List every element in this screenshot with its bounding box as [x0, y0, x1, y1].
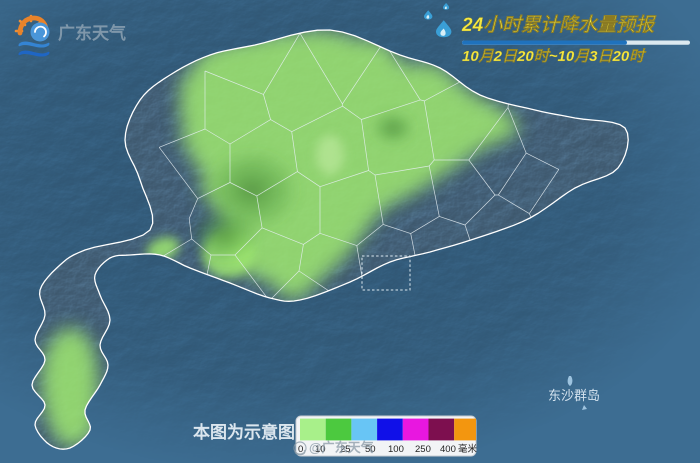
svg-text:广东天气: 广东天气 [58, 23, 126, 43]
svg-text:毫米: 毫米 [458, 443, 478, 455]
svg-text:东沙群岛: 东沙群岛 [548, 388, 600, 403]
svg-text:400: 400 [440, 444, 456, 455]
svg-text:100: 100 [388, 444, 404, 455]
svg-text:本图为示意图: 本图为示意图 [193, 422, 295, 442]
svg-text:24小时累计降水量预报: 24小时累计降水量预报 [461, 14, 657, 36]
svg-text:10月2日20时~10月3日20时: 10月2日20时~10月3日20时 [462, 48, 647, 65]
svg-text:@广东天气: @广东天气 [309, 440, 374, 455]
svg-text:250: 250 [415, 444, 431, 455]
